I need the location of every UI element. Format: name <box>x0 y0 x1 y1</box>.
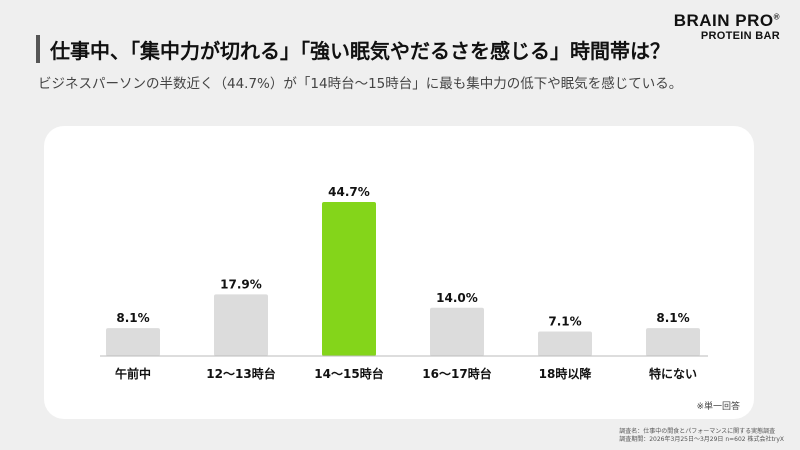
bar-4 <box>538 331 592 356</box>
category-label-1: 12〜13時台 <box>206 366 275 381</box>
category-label-3: 16〜17時台 <box>422 366 491 381</box>
value-label-0: 8.1% <box>116 311 149 325</box>
survey-period: 調査期間：2026年3月25日〜3月29日 n=602 株式会社tryX <box>619 436 784 443</box>
bar-1 <box>214 294 268 356</box>
title-accent-bar <box>36 35 40 63</box>
brand-name: BRAIN PRO® <box>673 11 780 30</box>
value-label-3: 14.0% <box>436 291 478 305</box>
brand-logo: BRAIN PRO® PROTEIN BAR <box>674 12 780 42</box>
bar-chart: 8.1% 午前中 17.9% 12〜13時台 44.7% 14〜15時台 14.0% 16〜1… <box>100 185 708 381</box>
chart-card: 8.1% 午前中 17.9% 12〜13時台 44.7% 14〜15時台 14.0% 16〜1… <box>44 126 754 419</box>
value-label-1: 17.9% <box>220 277 262 291</box>
survey-footer: 調査名：仕事中の間食とパフォーマンスに関する実態調査 調査期間：2026年3月2… <box>619 428 784 444</box>
survey-name: 調査名：仕事中の間食とパフォーマンスに関する実態調査 <box>619 428 776 435</box>
registered-mark: ® <box>773 12 780 22</box>
category-label-2: 14〜15時台 <box>314 366 383 381</box>
value-label-5: 8.1% <box>656 311 689 325</box>
bar-5 <box>646 328 700 356</box>
page-title: 仕事中、「集中力が切れる」「強い眠気やだるさを感じる」時間帯は？ <box>50 38 670 63</box>
page-subtitle: ビジネスパーソンの半数近く（44.7%）が「14時台〜15時台」に最も集中力の低… <box>38 76 683 92</box>
bar-0 <box>106 328 160 356</box>
brand-subname: PROTEIN BAR <box>700 30 780 42</box>
value-label-4: 7.1% <box>548 315 581 329</box>
category-label-5: 特にない <box>649 366 697 381</box>
value-label-2: 44.7% <box>328 185 370 199</box>
category-label-0: 午前中 <box>115 366 151 381</box>
bar-2 <box>322 202 376 356</box>
answer-note: ※単一回答 <box>696 402 740 412</box>
bar-3 <box>430 307 484 356</box>
category-label-4: 18時以降 <box>539 366 593 381</box>
title-block: 仕事中、「集中力が切れる」「強い眠気やだるさを感じる」時間帯は？ <box>36 34 670 64</box>
